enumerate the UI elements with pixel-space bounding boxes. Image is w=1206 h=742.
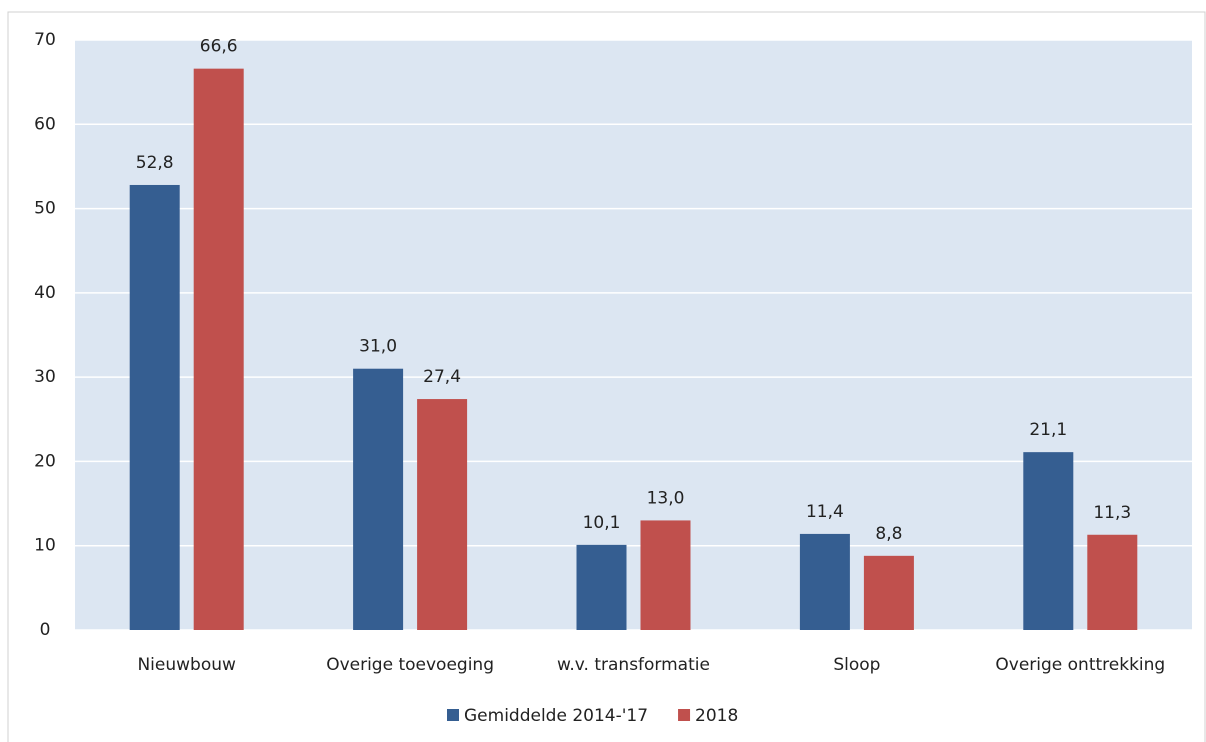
- value-label: 13,0: [647, 488, 685, 508]
- bar: [640, 520, 691, 630]
- value-label: 52,8: [136, 153, 174, 173]
- bar: [799, 533, 850, 630]
- value-label: 21,1: [1029, 420, 1067, 440]
- value-label: 11,3: [1093, 503, 1131, 523]
- y-tick-label: 0: [40, 620, 51, 640]
- plot-area: [75, 40, 1192, 630]
- value-label: 66,6: [200, 37, 238, 57]
- bar: [863, 555, 914, 630]
- bar: [576, 544, 627, 630]
- y-tick-label: 60: [34, 114, 56, 134]
- y-tick-label: 10: [34, 536, 56, 556]
- bar: [1087, 534, 1138, 630]
- legend-swatch: [678, 709, 691, 721]
- value-label: 27,4: [423, 367, 461, 387]
- legend-swatch: [447, 709, 459, 721]
- value-label: 31,0: [359, 337, 397, 357]
- chart-border: [7, 11, 1206, 742]
- y-tick-label: 70: [34, 30, 56, 50]
- bar: [1023, 452, 1074, 630]
- value-label: 8,8: [875, 524, 902, 544]
- bar: [417, 399, 468, 630]
- bar: [353, 368, 404, 630]
- legend-label: Gemiddelde 2014-'17: [464, 706, 648, 726]
- x-tick-label: Nieuwbouw: [137, 655, 236, 675]
- y-tick-label: 20: [34, 451, 56, 471]
- value-label: 11,4: [806, 502, 844, 522]
- value-label: 10,1: [583, 513, 621, 533]
- x-tick-label: Overige toevoeging: [326, 655, 494, 675]
- bar: [129, 184, 180, 630]
- legend-label: 2018: [695, 706, 738, 726]
- x-tick-label: w.v. transformatie: [557, 655, 710, 675]
- x-tick-label: Overige onttrekking: [995, 655, 1165, 675]
- x-tick-label: Sloop: [833, 655, 880, 675]
- bar: [193, 68, 244, 630]
- y-tick-label: 40: [34, 283, 56, 303]
- y-tick-label: 50: [34, 199, 56, 219]
- y-tick-label: 30: [34, 367, 56, 387]
